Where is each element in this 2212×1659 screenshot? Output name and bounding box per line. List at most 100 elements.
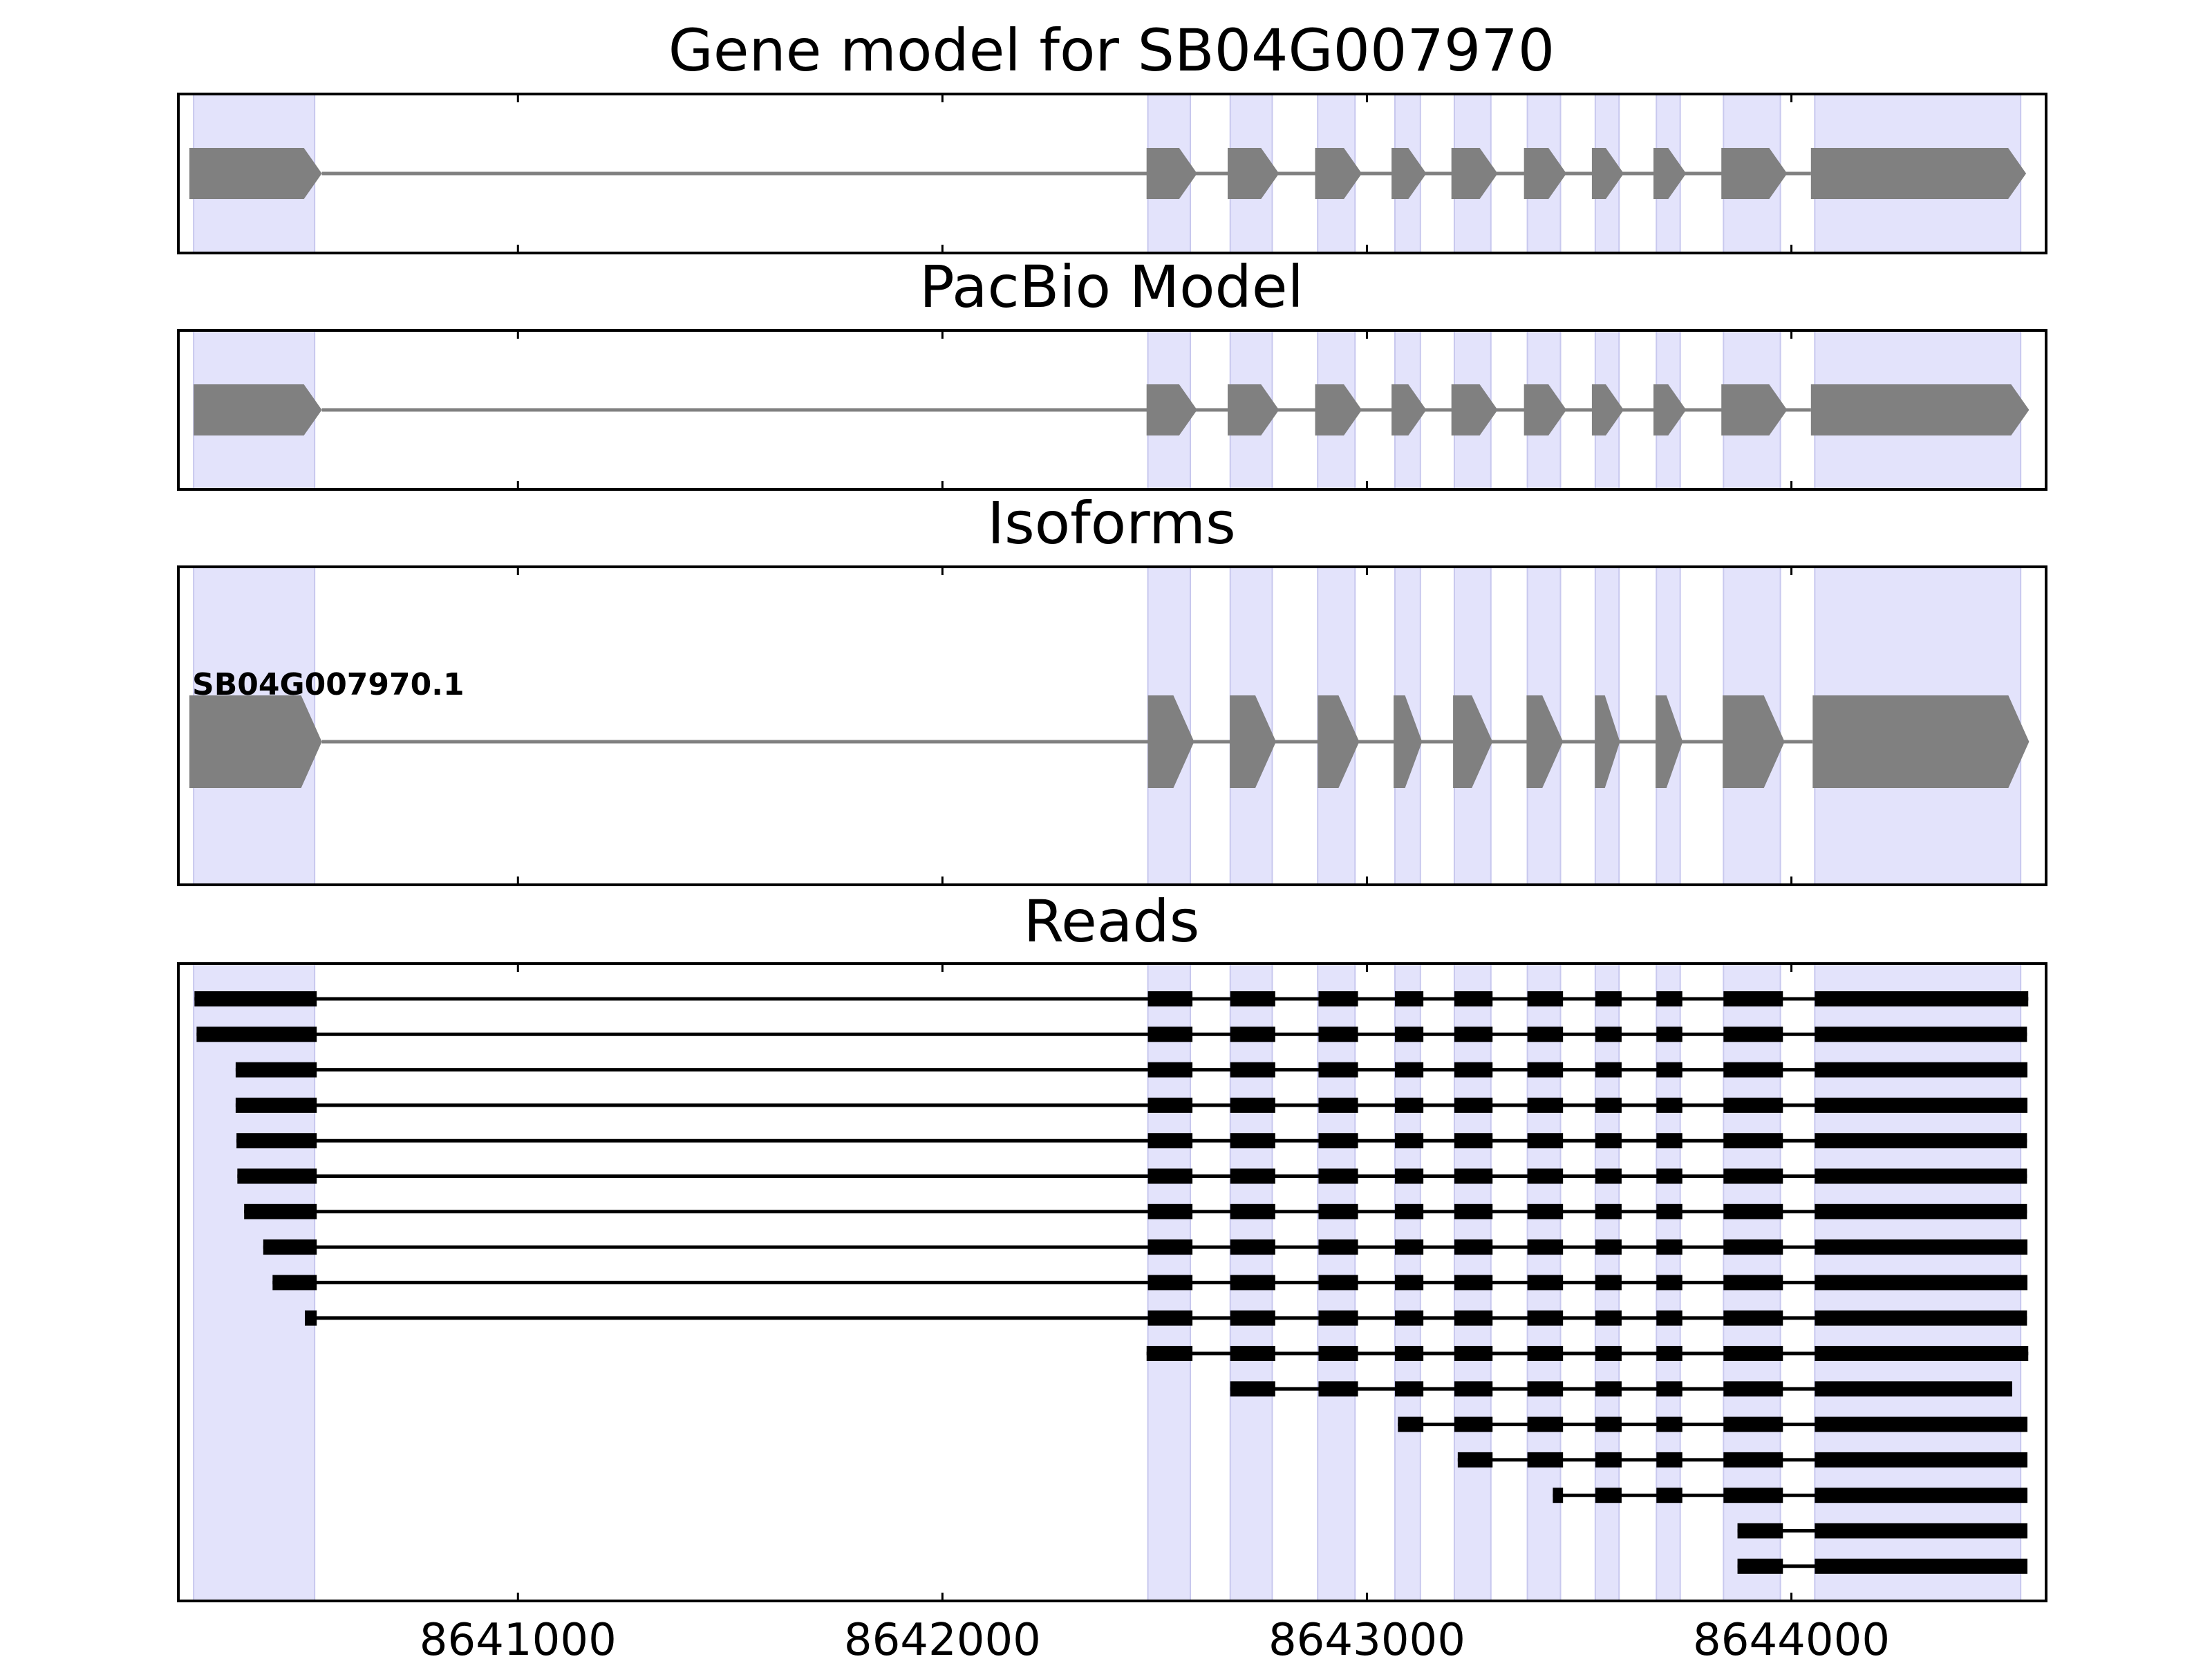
read-block	[1230, 1203, 1275, 1219]
read-block	[1595, 1452, 1622, 1468]
read-block	[1230, 1310, 1275, 1326]
read-block	[1595, 1275, 1622, 1291]
read-block	[1527, 1133, 1564, 1149]
exon-arrow	[1451, 384, 1498, 435]
read-block	[1527, 991, 1564, 1006]
read-block	[1595, 1239, 1622, 1255]
exon-arrow	[1147, 695, 1194, 788]
read-block	[1454, 1416, 1493, 1432]
read-block	[1318, 1133, 1358, 1149]
read-block	[1230, 1239, 1275, 1255]
exon-arrow	[1318, 695, 1360, 788]
isoform-exons	[189, 695, 2030, 788]
read-block	[1230, 1168, 1275, 1184]
read-block	[1815, 1168, 2027, 1184]
exon-arrow	[1812, 695, 2030, 788]
isoforms-title: Isoforms	[987, 489, 1236, 557]
exon-arrow	[1723, 695, 1785, 788]
read-block	[1454, 1381, 1493, 1397]
gene-model-frame	[177, 93, 2047, 254]
read-row	[1230, 1381, 2012, 1397]
read-block	[1230, 1381, 1275, 1397]
read-row	[1737, 1523, 2027, 1539]
pacbio-model-title: PacBio Model	[919, 253, 1304, 321]
read-block	[1723, 1239, 1783, 1255]
exon-arrow	[1228, 384, 1280, 435]
read-block	[1454, 1346, 1493, 1361]
read-block	[1318, 1310, 1358, 1326]
read-block	[1457, 1452, 1493, 1468]
read-block	[1737, 1523, 1783, 1539]
read-block	[1595, 1346, 1622, 1361]
read-row	[1457, 1452, 2027, 1468]
read-block	[1454, 1097, 1493, 1113]
read-block	[1394, 1168, 1424, 1184]
read-block	[1147, 991, 1193, 1006]
read-row	[304, 1310, 2027, 1326]
exon-arrow	[1315, 148, 1362, 199]
read-block	[1595, 1097, 1622, 1113]
read-block	[1318, 1346, 1358, 1361]
read-block	[1656, 1062, 1683, 1078]
exon-arrow	[194, 384, 322, 435]
read-block	[1527, 1062, 1564, 1078]
read-block	[1147, 1168, 1193, 1184]
read-block	[1230, 1062, 1275, 1078]
isoforms-panel: SB04G007970.1	[177, 565, 2047, 886]
exon-arrow	[1595, 695, 1620, 788]
read-row	[1737, 1558, 2027, 1574]
read-block	[1318, 1381, 1358, 1397]
read-block	[1230, 991, 1275, 1006]
read-block	[1147, 1027, 1193, 1042]
read-block	[1595, 1310, 1622, 1326]
read-block	[1318, 1062, 1358, 1078]
pacbio-model-panel	[177, 329, 2047, 491]
read-block	[1527, 1452, 1564, 1468]
read-block	[1318, 1275, 1358, 1291]
read-block	[1595, 991, 1622, 1006]
read-block	[1656, 1239, 1683, 1255]
read-block	[1656, 991, 1683, 1006]
read-block	[1394, 1097, 1424, 1113]
exon-arrow	[189, 695, 322, 788]
read-row	[235, 1097, 2027, 1113]
exon-arrow	[1810, 384, 2030, 435]
read-block	[1527, 1275, 1564, 1291]
exon-arrow	[1146, 148, 1197, 199]
read-block	[1394, 1027, 1424, 1042]
read-block	[272, 1275, 317, 1291]
read-block	[1230, 1346, 1275, 1361]
read-block	[1815, 1381, 2012, 1397]
reads-panel	[177, 962, 2047, 1602]
exon-arrow	[1653, 384, 1687, 435]
x-tick-label: 8643000	[1268, 1615, 1465, 1659]
isoforms-frame	[177, 565, 2047, 886]
read-block	[1656, 1416, 1683, 1432]
read-block	[1815, 1133, 2027, 1149]
read-block	[1815, 1346, 2029, 1361]
read-block	[235, 1062, 317, 1078]
read-row	[1146, 1346, 2029, 1361]
read-block	[1723, 1133, 1783, 1149]
read-block	[1318, 1027, 1358, 1042]
read-block	[194, 991, 317, 1006]
exon-arrow	[1453, 695, 1493, 788]
read-block	[1394, 1275, 1424, 1291]
gene-model-exons	[189, 148, 2027, 199]
read-row	[1398, 1416, 2027, 1432]
x-tick-label: 8644000	[1693, 1615, 1890, 1659]
read-block	[1595, 1488, 1622, 1503]
read-block	[1147, 1203, 1193, 1219]
read-block	[1595, 1168, 1622, 1184]
read-block	[1230, 1133, 1275, 1149]
read-block	[1527, 1416, 1564, 1432]
read-block	[1656, 1097, 1683, 1113]
read-block	[1723, 1381, 1783, 1397]
read-block	[1398, 1416, 1424, 1432]
read-block	[1815, 1097, 2027, 1113]
read-block	[1595, 1203, 1622, 1219]
read-row	[272, 1275, 2027, 1291]
read-block	[1318, 1203, 1358, 1219]
read-block	[1723, 1310, 1783, 1326]
gene-model-panel	[177, 93, 2047, 254]
